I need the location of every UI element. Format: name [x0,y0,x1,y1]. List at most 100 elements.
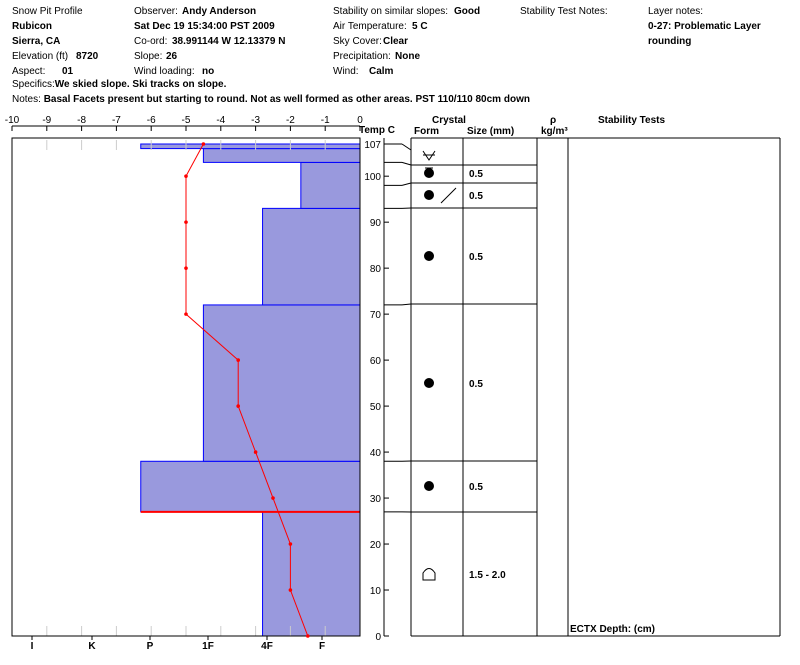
temperature-point [288,542,293,546]
form-column-header: Form [414,126,439,137]
elevation-value: 8720 [76,51,99,62]
slope-value: 26 [166,51,178,62]
rounded-grain-icon [424,251,434,261]
specifics-label: Specifics: [12,79,55,90]
temp-tick-label: -9 [42,115,51,126]
decomposing-slash-icon [440,187,457,204]
density-symbol: ρ [550,115,557,126]
temp-tick-label: -5 [182,115,191,126]
precip-value: None [395,51,420,62]
hardness-label: F [319,641,325,652]
region: Sierra, CA [12,36,61,47]
specifics: Specifics:We skied slope. Ski tracks on … [12,79,226,91]
hardness-layer [202,148,361,163]
height-tick-label: 50 [370,402,382,413]
temp-tick-label: -7 [112,115,121,126]
height-tick-label: 107 [364,140,381,151]
temp-tick-label: 0 [357,115,363,126]
hardness-label: P [147,641,154,652]
air-temp-value: 5 C [412,21,428,32]
height-tick-label: 10 [370,586,382,597]
height-tick-label: 70 [370,310,382,321]
wind-value: Calm [369,66,394,77]
wind-loading-value: no [202,66,215,77]
temp-tick-label: -8 [77,115,86,126]
height-tick-label: 60 [370,356,382,367]
aspect-value: 01 [62,66,74,77]
height-tick-label: 40 [370,448,382,459]
air-temp-label: Air Temperature: [333,21,407,32]
depth-hoar-icon [422,568,436,581]
layer-connector [401,182,412,186]
crystal-size-value: 0.5 [469,252,483,263]
temperature-point [253,450,258,454]
hardness-layer [262,207,361,306]
height-tick-label: 80 [370,264,382,275]
layer-connector [401,143,412,151]
layer-connector [401,303,412,306]
observer-value: Andy Anderson [182,6,257,17]
hardness-label: I [31,641,34,652]
rounded-grain-icon [424,378,434,388]
hardness-label: 4F [261,641,273,652]
specifics-value: We skied slope. Ski tracks on slope. [54,79,227,90]
stability-tests-header: Stability Tests [598,115,666,126]
profile-label: Snow Pit Profile [12,6,83,17]
aspect-label: Aspect: [12,66,46,77]
rounded-grain-icon [424,190,434,200]
temperature-point [201,142,206,146]
temp-tick-label: -3 [251,115,260,126]
height-tick-label: 30 [370,494,382,505]
datetime: Sat Dec 19 15:34:00 PST 2009 [134,21,275,32]
density-unit: kg/m³ [541,126,568,137]
hardness-layer [140,460,361,513]
layer-notes-label: Layer notes: [648,6,704,17]
hardness-layer [140,143,361,150]
temperature-point [306,634,310,638]
hardness-label: 1F [202,641,214,652]
temperature-point [288,588,293,592]
crystal-size-value: 1.5 - 2.0 [469,570,506,581]
precip-label: Precipitation: [333,51,391,62]
observer-label: Observer: [134,6,178,17]
layer-notes-2: rounding [648,36,692,47]
temperature-point [236,404,240,408]
temp-tick-label: -6 [147,115,156,126]
temperature-point [236,358,240,362]
height-tick-label: 100 [364,172,381,183]
height-tick-label: 90 [370,218,382,229]
temperature-point [184,266,188,270]
hardness-layer [262,511,361,637]
coord-value: 38.991144 W 12.13379 N [172,36,286,47]
temperature-point [184,312,188,316]
stability-value: Good [454,6,481,17]
stability-label: Stability on similar slopes: [333,6,449,17]
notes-value: Basal Facets present but starting to rou… [43,94,530,105]
rounded-grain-icon [424,168,434,178]
height-tick-label: 0 [375,632,381,643]
temp-column-header: Temp C [359,125,395,136]
notes-label: Notes: [12,94,41,105]
temperature-point [184,174,188,178]
temperature-point [184,220,188,224]
temp-tick-label: -1 [321,115,330,126]
temp-tick-label: -4 [216,115,225,126]
size-column-header: Size (mm) [467,126,515,137]
notes: Notes: Basal Facets present but starting… [12,94,530,106]
hardness-layer [202,304,361,462]
surface-hoar-icon [422,150,436,161]
temperature-line [185,143,309,637]
crystal-size-value: 0.5 [469,169,483,180]
rounded-grain-icon [424,481,434,491]
hardness-layer [300,161,361,209]
layer-notes-1: 0-27: Problematic Layer [648,21,761,32]
crystal-size-value: 0.5 [469,379,483,390]
temp-tick-label: -2 [286,115,295,126]
temp-tick-label: -10 [5,115,20,126]
stab-notes-label: Stability Test Notes: [520,6,608,17]
coord-label: Co-ord: [134,36,168,47]
sky-label: Sky Cover: [333,36,382,47]
wind-loading-label: Wind loading: [134,66,195,77]
slope-label: Slope: [134,51,163,62]
